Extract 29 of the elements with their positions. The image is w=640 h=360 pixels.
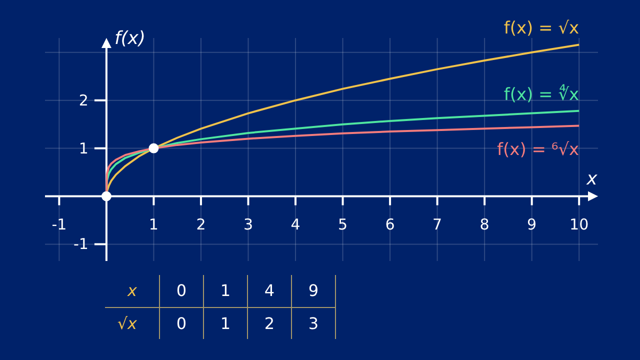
series-label: f(x) = √x — [504, 18, 580, 39]
y-axis-title: f(x) — [114, 28, 146, 49]
text: √x — [105, 307, 160, 339]
x-tick-label: 9 — [527, 215, 537, 234]
text: x — [105, 275, 160, 307]
y-tick-label: 1 — [78, 139, 88, 158]
series-label: f(x) = ⁶√x — [497, 140, 580, 160]
category-label: 4 — [248, 275, 292, 307]
data-label: 2 — [248, 307, 292, 339]
x-tick-label: 10 — [570, 215, 589, 234]
x-tick-label: 8 — [480, 215, 490, 234]
x-tick-label: 4 — [290, 215, 300, 234]
data-label: 1 — [204, 275, 248, 307]
data-label: 0 — [160, 275, 204, 307]
category-label: 0 — [160, 307, 204, 339]
x-axis-title: x — [586, 168, 598, 190]
x-tick-label: -1 — [52, 215, 67, 234]
y-tick-label: -1 — [73, 235, 88, 254]
series-label: f(x) = ∜x — [504, 84, 580, 105]
x-tick-label: 5 — [338, 215, 348, 234]
category-label: 1 — [204, 307, 248, 339]
x-tick-label: 3 — [243, 215, 254, 234]
data-label: 3 — [292, 307, 336, 339]
category-label: 9 — [292, 275, 336, 307]
y-tick-label: 2 — [78, 91, 88, 110]
x-tick-label: 6 — [385, 215, 395, 234]
x-tick-label: 1 — [148, 215, 158, 234]
x-tick-label: 7 — [432, 215, 442, 234]
x-tick-label: 2 — [196, 215, 206, 234]
